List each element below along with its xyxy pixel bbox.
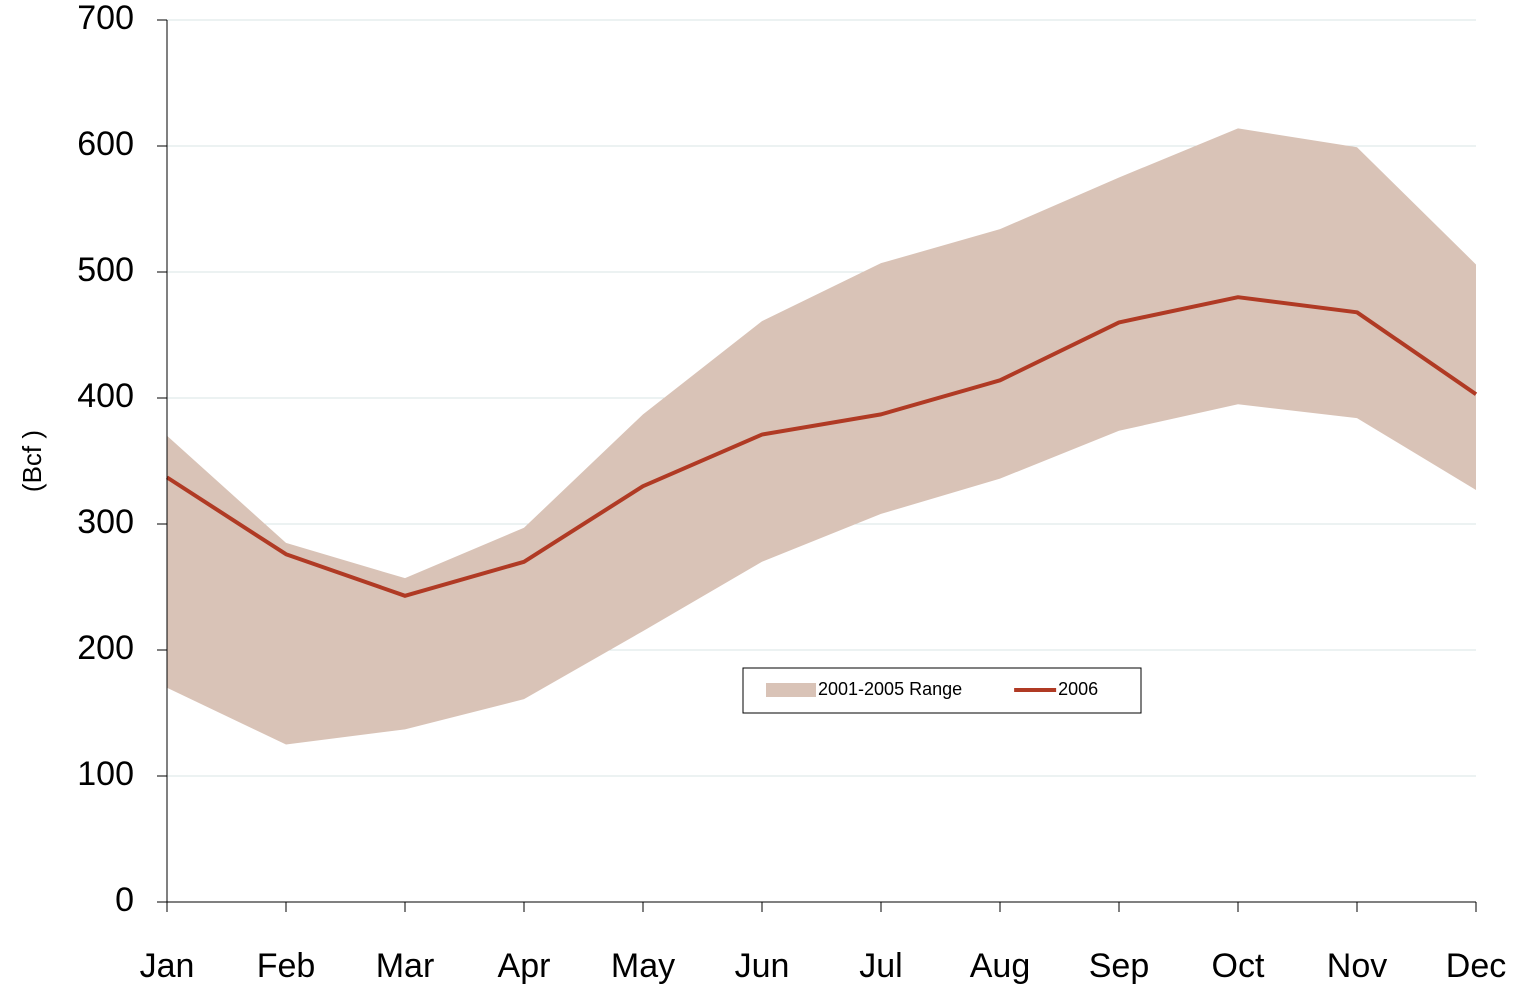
y-axis-label: (Bcf ) — [17, 430, 47, 492]
range-area — [167, 128, 1476, 745]
x-tick-label: Jan — [140, 947, 195, 985]
y-tick-label: 200 — [77, 629, 134, 667]
x-tick-label: Nov — [1327, 947, 1387, 985]
x-tick-label: Sep — [1089, 947, 1150, 985]
x-tick-label: Dec — [1446, 947, 1506, 985]
series-line — [165, 295, 1478, 598]
legend: 2001-2005 Range 2006 — [742, 667, 1142, 714]
y-tick-label: 300 — [77, 503, 134, 541]
y-tick-label: 700 — [77, 0, 134, 37]
y-tick-label: 400 — [77, 377, 134, 415]
x-tick-label: Apr — [498, 947, 551, 985]
legend-label: 2001-2005 Range — [818, 679, 962, 699]
x-tick-label: Feb — [257, 947, 316, 985]
y-tick-label: 0 — [115, 881, 134, 919]
legend-swatch — [766, 683, 816, 697]
legend-label: 2006 — [1058, 679, 1098, 699]
y-tick-label: 100 — [77, 755, 134, 793]
y-tick-label: 500 — [77, 251, 134, 289]
x-tick-label: Jun — [735, 947, 790, 985]
x-tick-label: Mar — [376, 947, 435, 985]
y-tick-label: 600 — [77, 125, 134, 163]
x-tick-label: May — [611, 947, 675, 985]
x-tick-label: Jul — [859, 947, 902, 985]
x-tick-label: Aug — [970, 947, 1031, 985]
x-tick-label: Oct — [1212, 947, 1265, 985]
